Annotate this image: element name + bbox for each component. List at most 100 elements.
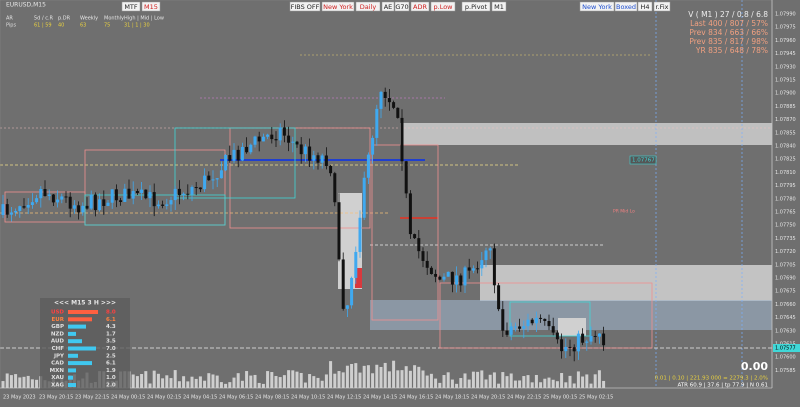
toolbar-button[interactable]	[289, 1, 321, 12]
toolbar-button[interactable]	[394, 1, 410, 12]
toolbar-button-label[interactable]: Boxed	[616, 3, 636, 11]
volume	[287, 370, 291, 388]
chart-overlays	[0, 0, 773, 389]
toolbar-button-label[interactable]: New York	[582, 3, 612, 11]
volume	[429, 373, 433, 388]
volume	[324, 374, 328, 388]
candle	[198, 187, 202, 190]
volume	[488, 374, 492, 388]
currency: AUD	[51, 339, 65, 345]
volume	[425, 375, 429, 388]
strength-bar	[68, 310, 98, 314]
candle	[480, 260, 484, 269]
candle	[177, 188, 181, 196]
candle	[89, 194, 93, 209]
toolbar-button[interactable]	[653, 1, 671, 12]
volume	[190, 376, 194, 388]
toolbar-button[interactable]	[410, 1, 430, 12]
footer-line: 0.01 | 0.10 | 221.93 000 = 2279.3 | 2.0%	[655, 376, 768, 382]
volume	[261, 383, 265, 388]
toolbar-button[interactable]	[637, 1, 653, 12]
strength-bar	[68, 324, 86, 329]
time-label: 24 May 00:15	[111, 395, 145, 401]
volume	[14, 374, 18, 388]
toolbar-button[interactable]	[579, 1, 615, 12]
toolbar-button-label[interactable]: AE	[384, 3, 393, 11]
volume	[387, 371, 391, 388]
price-label: 1.07600	[775, 355, 796, 361]
candle	[417, 238, 421, 252]
volume	[165, 375, 169, 388]
candle	[543, 318, 547, 321]
toolbar-button[interactable]	[491, 1, 507, 12]
candle	[295, 141, 299, 145]
volume	[530, 382, 534, 388]
candle	[366, 154, 370, 178]
toolbar-button-label[interactable]: p.Pivot	[465, 3, 488, 11]
candle	[455, 275, 459, 285]
candle	[324, 155, 328, 166]
candle	[64, 196, 68, 198]
toolbar-button[interactable]	[381, 1, 395, 12]
toolbar-button-label[interactable]: ADR	[413, 3, 427, 11]
volume	[408, 370, 412, 388]
toolbar-button[interactable]	[321, 1, 355, 12]
price-label: 1.07915	[775, 78, 796, 84]
stat-line: V ( M1 ) 27 / 0.8 / 6.8	[688, 10, 768, 19]
info-header: 5d / c.R	[34, 16, 54, 22]
toolbar-button-label[interactable]: G70	[395, 3, 408, 11]
volume	[308, 374, 312, 388]
toolbar-button[interactable]	[121, 1, 141, 12]
price-label: 1.07855	[775, 130, 796, 136]
price-label: 1.07660	[775, 302, 796, 308]
stat-line: Prev 835 / 817 / 98%	[689, 37, 768, 46]
volume	[228, 382, 232, 388]
toolbar-button-label[interactable]: FIBS OFF	[291, 3, 320, 11]
volume	[1, 381, 5, 388]
volume	[362, 365, 366, 388]
candle	[35, 198, 39, 203]
strength-bar	[68, 368, 76, 373]
toolbar-button-label[interactable]: p.Low	[434, 3, 454, 11]
price-label: 1.07930	[775, 64, 796, 70]
price-label: 1.07780	[775, 196, 796, 202]
strength-bar	[68, 339, 82, 344]
candle	[530, 319, 534, 324]
volume	[253, 374, 257, 388]
toolbar-button[interactable]	[614, 1, 638, 12]
volume	[497, 383, 501, 388]
toolbar-button-label[interactable]: MTF	[124, 3, 138, 11]
candle	[114, 189, 118, 201]
toolbar-button-label[interactable]: M1	[494, 3, 504, 11]
toolbar-button-label[interactable]: H4	[640, 3, 649, 11]
candle	[564, 346, 568, 352]
toolbar-button[interactable]	[141, 1, 161, 12]
candle	[299, 144, 303, 155]
volume	[152, 370, 156, 388]
toolbar-button-label[interactable]: Daily	[360, 3, 377, 11]
toolbar-button[interactable]	[355, 1, 381, 12]
candle	[26, 204, 30, 208]
candle	[194, 187, 198, 189]
volume	[173, 370, 177, 388]
toolbar-button[interactable]	[430, 1, 456, 12]
candle	[375, 108, 379, 138]
price-tag: 1.07767	[632, 158, 655, 164]
info-value: 61 | 59	[34, 23, 52, 29]
toolbar-button[interactable]	[461, 1, 491, 12]
candle	[93, 194, 97, 211]
volume	[358, 372, 362, 388]
toolbar-button-label[interactable]: New York	[323, 3, 353, 11]
volume	[576, 371, 580, 388]
toolbar-button-label[interactable]: M15	[144, 3, 158, 11]
volume	[299, 372, 303, 388]
candle	[597, 333, 601, 337]
stat-line: Last 400 / 807 / 57%	[690, 19, 768, 28]
candle	[404, 161, 408, 194]
toolbar-button-label[interactable]: r.Fix	[655, 3, 668, 11]
price-label: 1.07645	[775, 315, 796, 321]
candle	[85, 205, 89, 209]
candle	[442, 276, 446, 280]
candle	[102, 199, 106, 206]
